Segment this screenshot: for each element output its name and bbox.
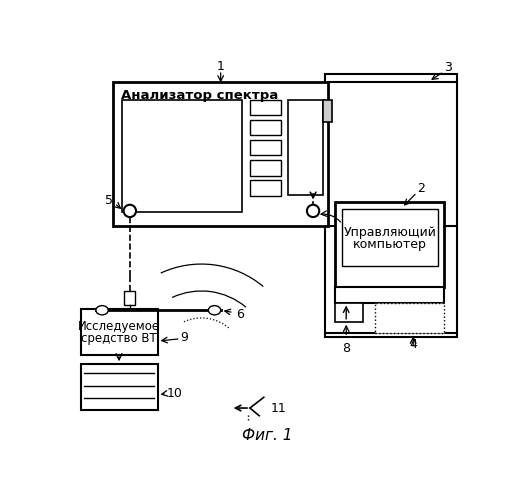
Bar: [122, 100, 242, 212]
Text: Анализатор спектра: Анализатор спектра: [121, 89, 278, 102]
Bar: [250, 120, 281, 136]
Bar: [335, 302, 363, 322]
Text: 8: 8: [342, 342, 350, 355]
Text: средство ВТ: средство ВТ: [81, 332, 157, 345]
Text: 6: 6: [236, 308, 244, 320]
Text: 11: 11: [271, 402, 287, 414]
Text: 2: 2: [417, 182, 425, 195]
Text: Управляющий: Управляющий: [343, 226, 436, 239]
Text: 10: 10: [167, 387, 183, 400]
Text: 3: 3: [444, 61, 452, 74]
Bar: [374, 302, 444, 334]
Bar: [342, 208, 438, 266]
Text: 9: 9: [180, 330, 188, 344]
Bar: [81, 364, 157, 410]
Ellipse shape: [96, 306, 108, 315]
Bar: [325, 74, 457, 337]
Text: 1: 1: [217, 60, 224, 72]
Circle shape: [307, 205, 319, 217]
Bar: [81, 308, 157, 355]
Text: Фиг. 1: Фиг. 1: [242, 428, 293, 444]
Bar: [335, 202, 444, 287]
Text: 4: 4: [409, 338, 417, 351]
Text: 5: 5: [105, 194, 113, 207]
Bar: [323, 100, 332, 122]
Bar: [335, 287, 444, 302]
Bar: [250, 140, 281, 156]
Text: 7: 7: [342, 215, 349, 228]
Bar: [124, 291, 135, 305]
Text: Исследуемое: Исследуемое: [78, 320, 160, 333]
Bar: [250, 160, 281, 176]
Bar: [113, 82, 328, 226]
Bar: [250, 180, 281, 196]
Ellipse shape: [208, 306, 221, 315]
Circle shape: [123, 205, 136, 217]
Text: компьютер: компьютер: [353, 238, 427, 251]
Bar: [289, 100, 323, 194]
Bar: [250, 100, 281, 116]
